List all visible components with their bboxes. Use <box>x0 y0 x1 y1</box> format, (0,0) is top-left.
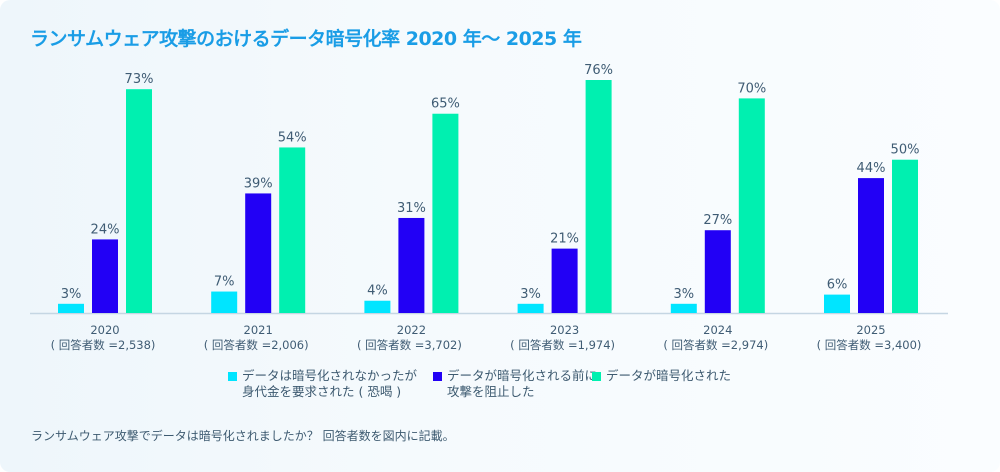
bar-2022-series-0 <box>364 300 391 313</box>
bar-2021-series-1 <box>245 193 272 313</box>
bar-2020-series-0 <box>58 303 84 313</box>
data-label-2021-series-0: 7% <box>214 275 235 290</box>
bar-2025-series-1 <box>858 178 884 313</box>
data-label-2022-series-0: 4% <box>367 284 388 299</box>
data-label-2023-series-2: 76% <box>584 63 613 78</box>
x-tick-sublabel-2021: ( 回答者数 =2,006) <box>204 338 309 352</box>
footnote: ランサムウェア攻撃でデータは暗号化されましたか？ 回答者数を図内に記載。 <box>31 429 455 443</box>
bar-2020-series-2 <box>126 89 152 314</box>
bar-2023-series-1 <box>551 248 578 313</box>
bar-2021-series-2 <box>279 147 306 313</box>
bar-2021-series-0 <box>211 291 238 313</box>
data-label-2025-series-1: 44% <box>857 161 886 176</box>
legend-label-stopped: データが暗号化される前に 攻撃を阻止した <box>447 368 598 399</box>
x-tick-label-2022: 2022 <box>397 323 426 337</box>
data-label-2020-series-0: 3% <box>61 287 82 302</box>
x-tick-sublabel-2022: ( 回答者数 =3,702) <box>357 338 462 352</box>
data-label-2020-series-1: 24% <box>91 222 120 237</box>
legend-swatch-encrypted <box>592 372 601 381</box>
bar-2025-series-2 <box>892 159 918 313</box>
data-label-2022-series-1: 31% <box>397 201 426 216</box>
x-tick-sublabel-2023: ( 回答者数 =1,974) <box>510 338 615 352</box>
bar-2023-series-0 <box>517 303 544 313</box>
data-label-2023-series-0: 3% <box>520 287 541 302</box>
x-tick-label-2021: 2021 <box>244 323 273 337</box>
x-tick-label-2023: 2023 <box>550 323 579 337</box>
data-label-2024-series-1: 27% <box>703 213 732 228</box>
data-label-2025-series-2: 50% <box>891 143 920 158</box>
legend-swatch-stopped <box>433 372 442 381</box>
bar-2024-series-2 <box>738 98 765 313</box>
bar-2024-series-0 <box>670 303 697 313</box>
x-tick-label-2020: 2020 <box>90 323 119 337</box>
data-label-2024-series-2: 70% <box>737 81 766 96</box>
legend-label-encrypted: データが暗号化された <box>606 368 732 383</box>
data-label-2021-series-2: 54% <box>278 130 307 145</box>
x-tick-sublabel-2025: ( 回答者数 =3,400) <box>817 338 922 352</box>
bar-2025-series-0 <box>824 294 850 313</box>
x-tick-sublabel-2024: ( 回答者数 =2,974) <box>663 338 768 352</box>
data-label-2022-series-2: 65% <box>431 97 460 112</box>
bar-2022-series-1 <box>398 217 425 313</box>
bar-2020-series-1 <box>92 239 118 313</box>
x-tick-label-2025: 2025 <box>856 323 885 337</box>
data-label-2021-series-1: 39% <box>244 176 273 191</box>
data-label-2020-series-2: 73% <box>125 72 154 87</box>
chart-title: ランサムウェア攻撃のおけるデータ暗号化率 2020 年～ 2025 年 <box>30 28 582 50</box>
x-tick-label-2024: 2024 <box>703 323 732 337</box>
bar-2022-series-2 <box>432 113 459 313</box>
legend-label-extortion: データは暗号化されなかったが 身代金を要求された ( 恐喝 ) <box>242 368 418 399</box>
legend-swatch-extortion <box>228 372 237 381</box>
data-label-2025-series-0: 6% <box>827 278 848 293</box>
data-label-2023-series-1: 21% <box>550 232 579 247</box>
data-label-2024-series-0: 3% <box>673 287 694 302</box>
bar-2024-series-1 <box>704 230 731 313</box>
x-tick-sublabel-2020: ( 回答者数 =2,538) <box>51 338 156 352</box>
bar-2023-series-2 <box>585 80 612 313</box>
